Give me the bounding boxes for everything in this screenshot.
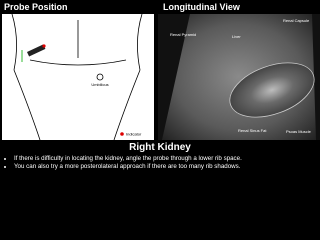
- kidney: [229, 62, 315, 118]
- renal-pyramid-label: Renal Pyramid: [170, 32, 196, 37]
- panels: Probe Position Longitudinal View Umbilic…: [2, 2, 320, 141]
- bullet: If there is difficulty in locating the k…: [14, 155, 320, 163]
- torso-outline: [11, 13, 143, 141]
- caption-title: Right Kidney: [129, 142, 191, 153]
- indicator-dot: [120, 132, 124, 136]
- left-title: Probe Position: [4, 2, 68, 12]
- liver-label: Liver: [232, 34, 241, 39]
- renal-capsule-label: Renal Capsule: [283, 18, 310, 23]
- caption: Right Kidney If there is difficulty in l…: [0, 142, 320, 180]
- renal-sinus-fat-label: Renal Sinus Fat: [238, 128, 267, 133]
- indicator-label: Indicator: [126, 132, 142, 137]
- psoas-muscle-label: Psoas Muscle: [286, 129, 312, 134]
- right-title: Longitudinal View: [163, 2, 241, 12]
- bullet-list: If there is difficulty in locating the k…: [0, 155, 320, 171]
- page: Probe Position Longitudinal View Umbilic…: [0, 0, 320, 180]
- umbilicus-mark: [96, 73, 104, 81]
- bullet: You can also try a more posterolateral a…: [14, 163, 320, 171]
- probe: [26, 44, 46, 57]
- umbilicus-label: Umbilicus: [91, 82, 108, 87]
- probe-indicator: [42, 44, 46, 48]
